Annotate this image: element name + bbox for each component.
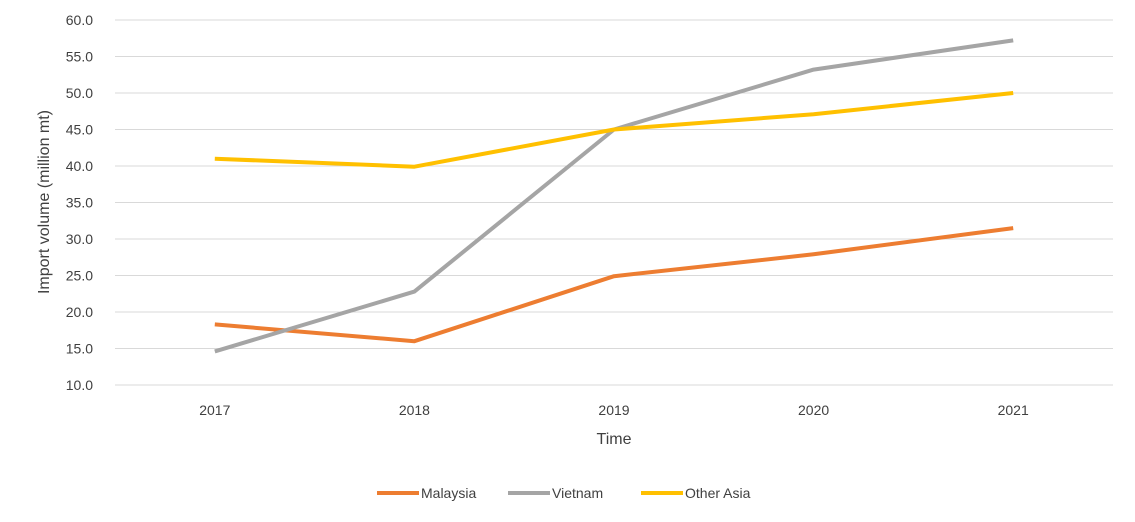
y-tick-label: 45.0 xyxy=(66,122,93,138)
x-tick-label: 2020 xyxy=(798,402,829,418)
y-tick-label: 35.0 xyxy=(66,195,93,211)
x-tick-label: 2018 xyxy=(399,402,430,418)
x-axis-tick-labels: 2017 2018 2019 2020 2021 xyxy=(199,402,1029,418)
legend-item: Other Asia xyxy=(641,485,751,501)
series-line-vietnam xyxy=(214,38,1014,354)
x-tick-label: 2019 xyxy=(598,402,629,418)
legend-item: Vietnam xyxy=(508,485,603,501)
y-tick-label: 60.0 xyxy=(66,12,93,28)
y-tick-label: 20.0 xyxy=(66,304,93,320)
y-tick-label: 40.0 xyxy=(66,158,93,174)
legend-label: Malaysia xyxy=(421,485,476,501)
y-axis-tick-labels: 10.0 15.0 20.0 25.0 30.0 35.0 40.0 45.0 50.0 55.0… xyxy=(66,12,93,393)
y-tick-label: 15.0 xyxy=(66,341,93,357)
legend: Malaysia Vietnam Other Asia xyxy=(377,485,751,501)
legend-label: Other Asia xyxy=(685,485,751,501)
gridlines xyxy=(115,19,1113,386)
series-lines xyxy=(214,38,1014,354)
y-tick-label: 50.0 xyxy=(66,85,93,101)
series-line-malaysia xyxy=(214,226,1014,344)
legend-label: Vietnam xyxy=(552,485,603,501)
y-tick-label: 10.0 xyxy=(66,377,93,393)
y-axis-title: Import volume (million mt) xyxy=(36,110,53,294)
x-tick-label: 2021 xyxy=(998,402,1029,418)
x-axis-title: Time xyxy=(597,431,632,448)
y-tick-label: 25.0 xyxy=(66,268,93,284)
y-tick-label: 30.0 xyxy=(66,231,93,247)
legend-item: Malaysia xyxy=(377,485,476,501)
y-tick-label: 55.0 xyxy=(66,49,93,65)
x-tick-label: 2017 xyxy=(199,402,230,418)
